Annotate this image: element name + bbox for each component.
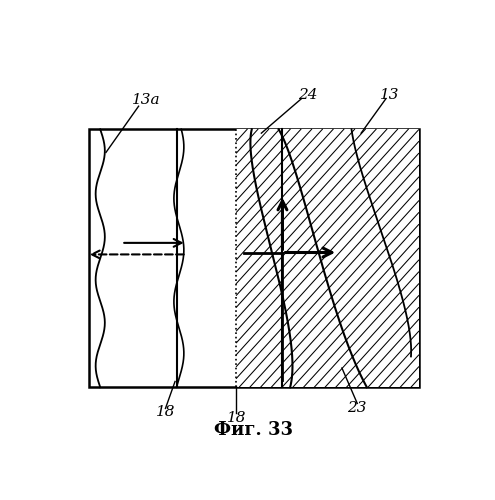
- Bar: [237, 130, 419, 387]
- Text: 13а: 13а: [132, 94, 160, 108]
- Text: 23: 23: [347, 402, 367, 415]
- Text: Фиг. 33: Фиг. 33: [214, 420, 293, 438]
- Text: 18: 18: [227, 411, 246, 425]
- Text: 18: 18: [156, 406, 175, 419]
- Text: 24: 24: [297, 88, 317, 102]
- Bar: [89, 130, 419, 387]
- Text: 13: 13: [380, 88, 399, 102]
